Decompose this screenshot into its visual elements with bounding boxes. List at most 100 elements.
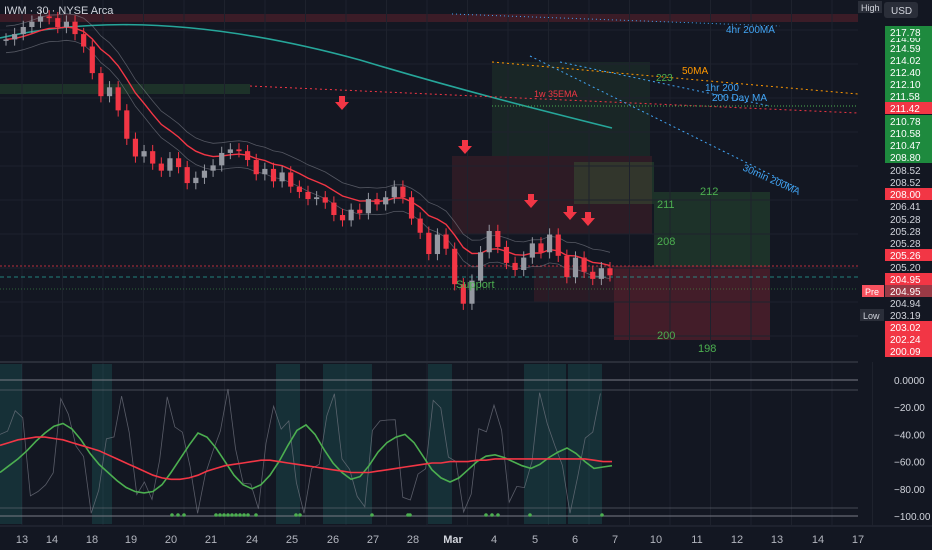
price-tick-label: 208.80 bbox=[890, 153, 921, 164]
osc-signal-dot bbox=[408, 513, 412, 517]
ma-1hr-line bbox=[559, 61, 771, 107]
candle-body bbox=[357, 209, 363, 214]
osc-signal-dot bbox=[528, 513, 532, 517]
time-tick-label: 20 bbox=[165, 534, 177, 546]
sell-arrow-icon bbox=[335, 96, 349, 110]
time-tick-label: 14 bbox=[46, 534, 58, 546]
candle-body bbox=[503, 246, 510, 263]
candle-body bbox=[219, 152, 225, 166]
osc-signal-dot bbox=[182, 513, 186, 517]
price-tick-label: 204.95 bbox=[890, 275, 921, 286]
label-support: Support bbox=[456, 279, 495, 291]
osc-zone bbox=[323, 364, 372, 524]
osc-tick-label: −60.00 bbox=[894, 458, 925, 469]
candle-body bbox=[98, 73, 104, 97]
candle-body bbox=[365, 199, 371, 214]
candle-body bbox=[426, 232, 432, 255]
red-zone-right bbox=[614, 266, 770, 340]
osc-signal-dot bbox=[214, 513, 218, 517]
price-label-bg bbox=[885, 66, 932, 78]
currency-box[interactable] bbox=[884, 2, 918, 18]
time-axis[interactable]: 13 14 18 19 20 21 24 25 26 27 28 Mar 4 5 6 7 10 11 12 13 14 1… bbox=[0, 525, 932, 546]
price-tick-label: 205.28 bbox=[890, 239, 921, 250]
price-label-bg bbox=[885, 273, 932, 285]
price-tick-label: 211.42 bbox=[890, 104, 920, 115]
candle-body bbox=[106, 87, 113, 97]
candle-body bbox=[158, 163, 164, 171]
price-label-bg bbox=[885, 115, 932, 127]
candle-body bbox=[452, 248, 458, 285]
price-tick-label: 214.02 bbox=[890, 56, 921, 67]
label-200-day-ma: 200 Day MA bbox=[712, 93, 767, 104]
time-tick-label: 6 bbox=[572, 534, 578, 546]
candle-body bbox=[408, 197, 415, 219]
pre-tag: Pre bbox=[865, 287, 879, 297]
time-tick-label: 11 bbox=[691, 534, 702, 546]
label-212: 212 bbox=[700, 186, 718, 198]
osc-signal-dot bbox=[254, 513, 258, 517]
price-tick-label: 208.52 bbox=[890, 178, 921, 189]
candle-body bbox=[305, 191, 311, 200]
osc-signal-dot bbox=[226, 513, 230, 517]
price-tick-label: 200.09 bbox=[890, 347, 921, 358]
candle-body bbox=[322, 197, 328, 203]
price-tick-label: 210.78 bbox=[890, 117, 921, 128]
price-label-bg bbox=[885, 139, 932, 151]
price-label-bg bbox=[885, 54, 932, 66]
candle-body bbox=[581, 257, 587, 272]
osc-signal-dot bbox=[294, 513, 298, 517]
label-208: 208 bbox=[657, 236, 675, 248]
price-tick-label: 211.58 bbox=[890, 92, 920, 103]
candle-body bbox=[529, 243, 535, 258]
candle-body bbox=[124, 110, 130, 139]
price-label-bg bbox=[885, 333, 932, 345]
label-1w-35ema: 1w 35EMA bbox=[534, 89, 578, 99]
osc-zone bbox=[524, 364, 566, 524]
osc-zone bbox=[0, 364, 22, 524]
candle-body bbox=[253, 160, 259, 175]
price-label-bg bbox=[885, 127, 932, 139]
green-target-zone bbox=[492, 62, 650, 156]
candle-body bbox=[12, 34, 18, 40]
price-label-bg bbox=[885, 249, 932, 261]
high-tag: High bbox=[861, 3, 880, 13]
label-200: 200 bbox=[657, 330, 675, 342]
osc-zone bbox=[92, 364, 112, 524]
osc-signal-dot bbox=[170, 513, 174, 517]
low-tag-bg bbox=[860, 309, 884, 321]
ema-line bbox=[5, 26, 611, 267]
time-tick-label: Mar bbox=[443, 534, 463, 546]
candle-body bbox=[434, 234, 441, 255]
candle-body bbox=[538, 243, 544, 253]
candle-body bbox=[279, 172, 285, 182]
time-tick-label: 27 bbox=[367, 534, 379, 546]
osc-signal-green bbox=[0, 422, 613, 494]
time-tick-label: 19 bbox=[125, 534, 137, 546]
price-tick-label: 204.94 bbox=[890, 299, 921, 310]
price-tick-label: 205.26 bbox=[890, 251, 921, 262]
candle-body bbox=[288, 172, 294, 187]
osc-signal-dot bbox=[222, 513, 226, 517]
candle-body bbox=[141, 151, 147, 157]
candle-body bbox=[521, 257, 527, 271]
price-label-bg bbox=[885, 26, 932, 38]
red-zone-mid bbox=[452, 156, 652, 234]
time-tick-label: 10 bbox=[650, 534, 662, 546]
time-tick-label: 28 bbox=[407, 534, 419, 546]
time-tick-label: 7 bbox=[612, 534, 618, 546]
price-axis[interactable]: 214.60214.59214.02212.40212.10211.58211.… bbox=[858, 0, 932, 523]
time-tick-label: 17 bbox=[852, 534, 864, 546]
osc-tick-label: 0.0000 bbox=[894, 376, 925, 387]
candle-body bbox=[443, 234, 449, 249]
candle-body bbox=[115, 87, 121, 111]
time-tick-label: 4 bbox=[491, 534, 497, 546]
time-tick-label: 18 bbox=[86, 534, 98, 546]
label-4hr-200ma: 4hr 200MA bbox=[726, 25, 775, 36]
label-198: 198 bbox=[698, 343, 716, 355]
candle-body bbox=[391, 186, 397, 198]
ema-1w-line bbox=[249, 85, 859, 114]
price-tick-label: 212.10 bbox=[890, 80, 921, 91]
pre-tag-bg bbox=[862, 285, 884, 297]
currency-label: USD bbox=[891, 6, 912, 17]
